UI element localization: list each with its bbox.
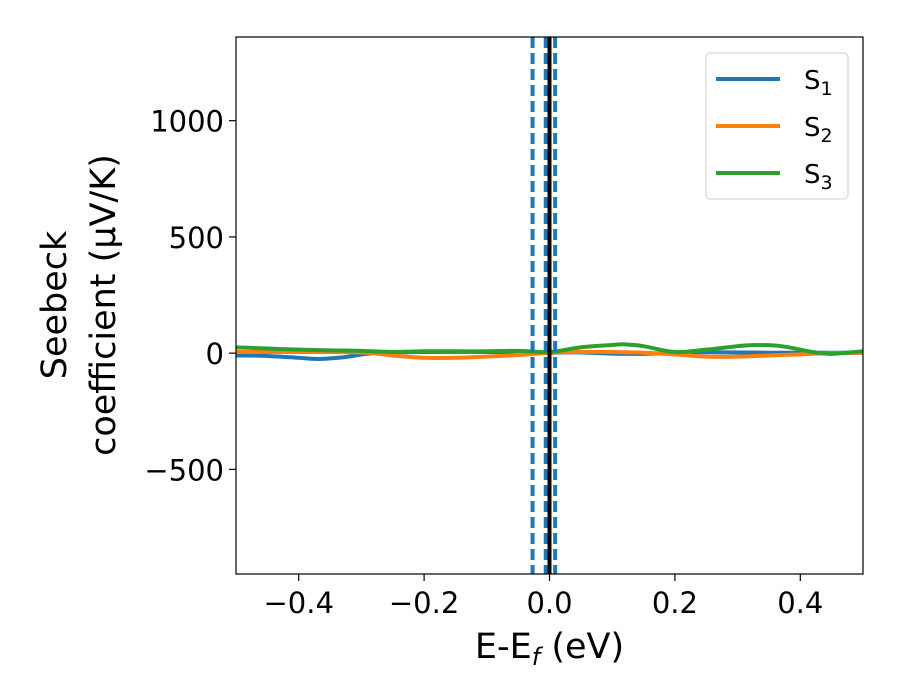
x-tick-label: −0.2 [389, 586, 459, 620]
x-tick-label: 0.0 [526, 586, 572, 620]
legend-label-1: S1 [804, 66, 833, 100]
x-axis-title: E-Ef (eV) [475, 627, 624, 671]
series-line-2 [236, 349, 863, 361]
y-tick-label: 0 [206, 337, 224, 371]
y-axis-title-line2: coefficient (μV/K) [84, 154, 124, 456]
y-tick-label: −500 [144, 453, 224, 487]
x-tick-label: 0.2 [652, 586, 698, 620]
y-tick-label: 1000 [150, 105, 224, 139]
x-tick-label: 0.4 [777, 586, 823, 620]
legend-label-3: S3 [804, 160, 833, 194]
ticks-layer: −0.4 −0.2 0.0 0.2 0.4 −500 0 500 1000 [144, 105, 823, 620]
legend: S1 S2 S3 [705, 52, 849, 200]
plot-clipped-group [236, 37, 863, 574]
legend-label-2: S2 [804, 113, 833, 147]
x-tick-label: −0.4 [263, 586, 333, 620]
y-axis-title-line1: Seebeck [35, 230, 75, 379]
plot-layer [236, 37, 863, 574]
series-line-3 [236, 342, 863, 356]
y-tick-label: 500 [169, 221, 224, 255]
